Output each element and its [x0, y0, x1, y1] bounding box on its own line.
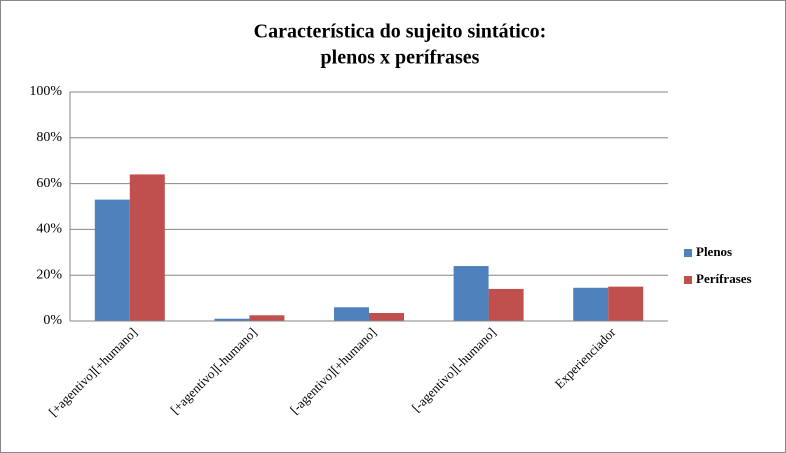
- bar: [214, 318, 250, 321]
- bar: [488, 288, 524, 321]
- legend-swatch: [684, 249, 692, 257]
- chart-title: Característica do sujeito sintático:: [254, 21, 547, 43]
- y-tick-label: 0%: [43, 313, 62, 328]
- bar: [249, 315, 285, 321]
- y-tick-label: 20%: [36, 267, 62, 282]
- y-tick-label: 40%: [36, 222, 62, 237]
- bar: [573, 287, 609, 321]
- legend-swatch: [684, 276, 692, 284]
- bar: [129, 174, 165, 321]
- legend-label: Plenos: [696, 244, 732, 259]
- y-tick-label: 100%: [29, 84, 62, 99]
- y-tick-label: 80%: [36, 130, 62, 145]
- bar: [94, 199, 130, 321]
- legend-label: Perífrases: [696, 271, 752, 286]
- bar: [453, 266, 489, 321]
- y-tick-label: 60%: [36, 176, 62, 191]
- bar: [369, 312, 404, 321]
- chart-title: plenos x perífrases: [321, 47, 480, 69]
- bar: [608, 286, 644, 321]
- bar: [334, 307, 369, 321]
